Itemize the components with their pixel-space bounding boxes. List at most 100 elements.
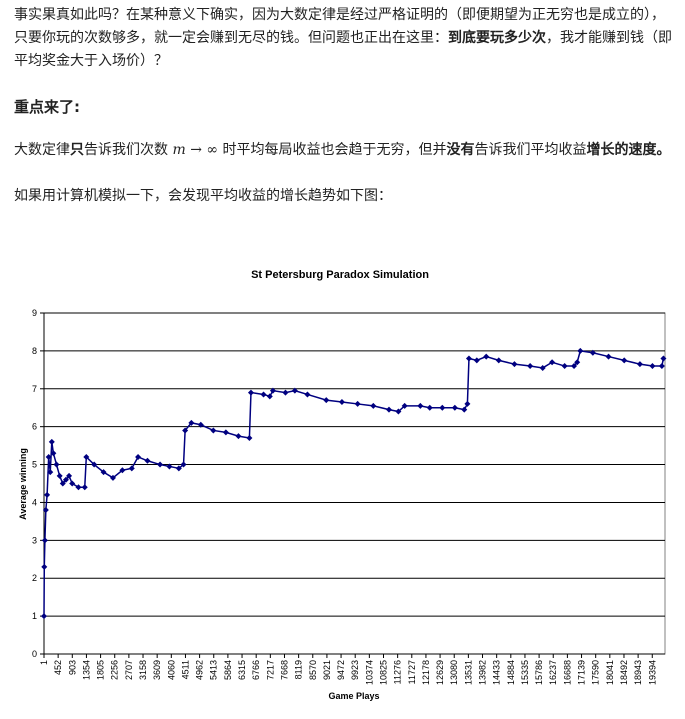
data-point: [473, 357, 480, 364]
data-point: [605, 353, 612, 360]
data-point: [260, 391, 267, 398]
text: 如果用计算机模拟一下，会发现平均收益的增长趋势如下图：: [14, 188, 392, 204]
data-point: [658, 363, 665, 370]
text: 事实果真如此吗？在某种意义下确实，因为大数定律是经过严格证明的（即便期望为正无穷…: [14, 7, 665, 46]
data-point: [109, 474, 116, 481]
y-tick-label: 5: [32, 460, 37, 470]
data-point: [45, 453, 52, 460]
x-tick-label: 18492: [619, 660, 629, 685]
data-point: [465, 355, 472, 362]
x-tick-label: 6766: [251, 660, 261, 680]
y-tick-label: 3: [32, 535, 37, 545]
data-point: [304, 391, 311, 398]
data-point: [41, 537, 48, 544]
x-tick-label: 13080: [449, 660, 459, 685]
x-tick-label: 5413: [209, 660, 219, 680]
y-tick-label: 6: [32, 422, 37, 432]
data-point: [574, 359, 581, 366]
text: 时平均每局收益也会趋于无穷，但并: [218, 142, 447, 158]
data-point: [182, 427, 189, 434]
data-point: [100, 469, 107, 476]
y-tick-label: 2: [32, 573, 37, 583]
data-point: [495, 357, 502, 364]
data-point: [338, 399, 345, 406]
data-point: [180, 461, 187, 468]
paragraph: 如果用计算机模拟一下，会发现平均收益的增长趋势如下图：: [14, 185, 674, 208]
x-tick-label: 16237: [548, 660, 558, 685]
y-tick-label: 7: [32, 384, 37, 394]
data-point: [561, 363, 568, 370]
data-point: [135, 453, 142, 460]
data-point: [157, 461, 164, 468]
x-tick-label: 3158: [138, 660, 148, 680]
x-tick-label: 4060: [166, 660, 176, 680]
x-tick-label: 11727: [407, 660, 417, 684]
data-point: [69, 480, 76, 487]
data-point: [354, 400, 361, 407]
data-point: [83, 453, 90, 460]
data-point: [539, 364, 546, 371]
chart-title: St Petersburg Paradox Simulation: [251, 269, 429, 281]
chart: St Petersburg Paradox Simulation Game Pl…: [18, 269, 667, 701]
data-point: [42, 507, 49, 514]
x-tick-label: 8119: [294, 660, 304, 679]
heading: 重点来了:: [14, 98, 80, 116]
x-axis-label: Game Plays: [328, 691, 379, 701]
data-point: [81, 484, 88, 491]
x-tick-label: 4511: [180, 660, 190, 679]
x-tick-label: 8570: [308, 660, 318, 680]
x-tick-label: 1805: [96, 660, 106, 680]
bold-text: 没有: [446, 142, 475, 158]
data-point: [235, 433, 242, 440]
x-tick-label: 3609: [152, 660, 162, 680]
data-point: [649, 363, 656, 370]
bold-text: 到底要玩多少次: [448, 30, 546, 46]
data-point: [119, 467, 126, 474]
x-tick-label: 452: [53, 660, 63, 675]
data-point: [62, 476, 69, 483]
data-point: [188, 419, 195, 426]
x-tick-label: 10374: [364, 660, 374, 685]
paragraph: 事实果真如此吗？在某种意义下确实，因为大数定律是经过严格证明的（即便期望为正无穷…: [14, 4, 674, 73]
data-point: [636, 361, 643, 368]
x-tick-label: 17590: [591, 660, 601, 685]
data-point: [417, 402, 424, 409]
text: 大数定律: [14, 142, 70, 158]
data-point: [370, 402, 377, 409]
data-point: [91, 461, 98, 468]
x-tick-label: 19394: [647, 660, 657, 685]
x-tick-label: 2256: [110, 660, 120, 680]
data-point: [66, 472, 73, 479]
y-tick-label: 0: [32, 649, 37, 659]
math: → ∞: [190, 142, 219, 158]
y-axis-label: Average winning: [18, 448, 28, 520]
x-tick-label: 9021: [322, 660, 332, 680]
y-tick-label: 4: [32, 497, 37, 507]
data-point: [571, 363, 578, 370]
data-point: [48, 438, 55, 445]
data-point: [50, 450, 57, 457]
data-point: [483, 353, 490, 360]
x-tick-label: 15786: [534, 660, 544, 685]
paragraph: 大数定律只告诉我们次数 m → ∞ 时平均每局收益也会趋于无穷，但并没有告诉我们…: [14, 139, 674, 162]
y-tick-label: 8: [32, 346, 37, 356]
data-line: [43, 350, 665, 617]
x-tick-label: 6315: [237, 660, 247, 680]
text: 告诉我们平均收益: [474, 142, 587, 158]
x-tick-label: 14884: [506, 660, 516, 685]
data-point: [660, 355, 667, 362]
text: 告诉我们次数: [84, 142, 173, 158]
x-tick-label: 18943: [633, 660, 643, 685]
x-tick-label: 9472: [336, 660, 346, 680]
data-point: [323, 397, 330, 404]
x-tick-label: 11276: [393, 660, 403, 684]
x-tick-label: 10825: [378, 660, 388, 685]
y-tick-label: 9: [32, 308, 37, 318]
data-point: [47, 469, 54, 476]
data-point: [175, 465, 182, 472]
data-point: [385, 406, 392, 413]
data-point: [53, 461, 60, 468]
data-point: [527, 363, 534, 370]
data-point: [41, 613, 47, 620]
